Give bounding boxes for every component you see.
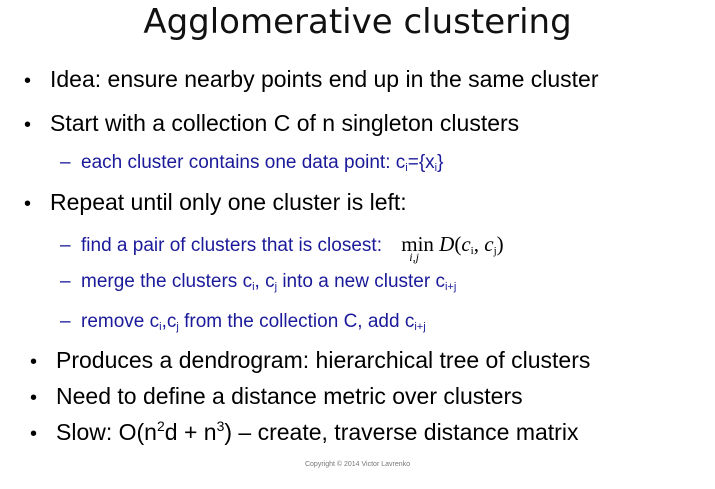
- sub-bullet-singleton: – each cluster contains one data point: c…: [60, 152, 443, 174]
- subscript: j: [274, 281, 278, 293]
- bullet-dendrogram: • Produces a dendrogram: hierarchical tre…: [30, 347, 590, 374]
- subscript: i+j: [444, 281, 457, 293]
- bullet-text: Produces a dendrogram: hierarchical tree…: [56, 347, 591, 373]
- sub-bullet-find-pair: – find a pair of clusters that is closest…: [60, 232, 504, 264]
- subscript: i: [434, 162, 438, 174]
- bullet-distance-metric: • Need to define a distance metric over c…: [30, 383, 523, 410]
- subscript: i: [405, 162, 408, 174]
- bullet-repeat: • Repeat until only one cluster is left:: [24, 189, 407, 216]
- sub-text: , c: [254, 271, 275, 292]
- sub-text: each cluster contains one data point: c: [81, 152, 406, 173]
- math-arg: c: [484, 232, 494, 256]
- math-function: D: [439, 232, 455, 256]
- bullet-marker: •: [24, 70, 32, 92]
- bullet-marker: •: [30, 423, 38, 445]
- math-arg-subscript: i: [470, 245, 474, 257]
- dash-marker: –: [60, 152, 71, 173]
- sub-text: from the collection C, add c: [178, 311, 415, 332]
- slide-title: Agglomerative clustering: [143, 2, 572, 42]
- math-operator: min: [401, 232, 434, 256]
- math-arg-subscript: j: [493, 245, 497, 257]
- superscript: 3: [216, 418, 225, 434]
- bullet-text: Slow: O(n: [56, 419, 157, 445]
- bullet-text: Start with a collection C of n singleton…: [50, 110, 520, 136]
- sub-text: merge the clusters c: [81, 271, 253, 292]
- bullet-marker: •: [30, 351, 38, 373]
- bullet-text: Need to define a distance metric over cl…: [56, 383, 523, 409]
- subscript: i: [159, 321, 162, 333]
- subscript: j: [176, 321, 179, 333]
- bullet-text: d + n: [164, 419, 217, 445]
- copyright-notice: Copyright © 2014 Victor Lavrenko: [304, 461, 411, 468]
- sub-text: remove c: [81, 311, 160, 332]
- sub-text: ,c: [161, 311, 177, 332]
- bullet-marker: •: [30, 387, 38, 409]
- dash-marker: –: [60, 271, 71, 292]
- bullet-start: • Start with a collection C of n singleto…: [24, 110, 519, 137]
- sub-text: }: [437, 152, 444, 173]
- bullet-text: Repeat until only one cluster is left:: [50, 189, 407, 215]
- subscript: i+j: [414, 321, 426, 333]
- subscript: i: [252, 281, 255, 293]
- sub-text: find a pair of clusters that is closest:: [81, 235, 382, 256]
- math-arg: c: [461, 232, 471, 256]
- sub-text: into a new cluster c: [277, 271, 445, 292]
- bullet-idea: • Idea: ensure nearby points end up in th…: [24, 66, 599, 93]
- sub-text: ={x: [407, 152, 435, 173]
- bullet-text: ) – create, traverse distance matrix: [224, 419, 579, 445]
- bullet-slow: • Slow: O(n2d + n3) – create, traverse di…: [30, 419, 578, 446]
- bullet-marker: •: [24, 193, 32, 215]
- superscript: 2: [156, 418, 165, 434]
- sub-bullet-remove: – remove ci,cj from the collection C, add…: [60, 311, 426, 333]
- dash-marker: –: [60, 235, 71, 256]
- dash-marker: –: [60, 311, 71, 332]
- bullet-text: Idea: ensure nearby points end up in the…: [50, 66, 599, 92]
- bullet-marker: •: [24, 114, 32, 136]
- min-distance-formula: min i,j D(ci, cj): [401, 232, 504, 264]
- math-operator-subscript: i,j: [409, 250, 419, 264]
- sub-bullet-merge: – merge the clusters ci, cj into a new cl…: [60, 271, 456, 293]
